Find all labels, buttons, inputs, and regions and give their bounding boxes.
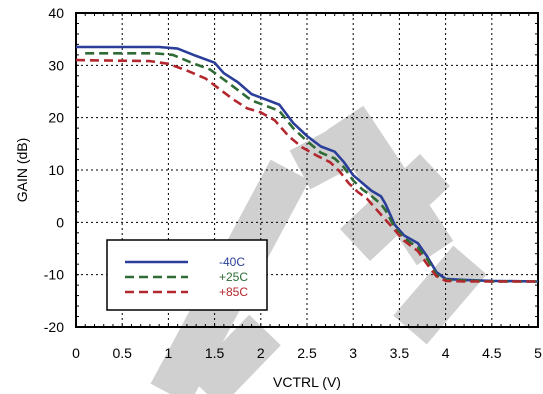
x-tick-label: 2.5	[297, 345, 317, 361]
x-axis-ticks: 0 0.5 1 1.5 2 2.5 3 3.5 4 4.5 5	[72, 345, 542, 361]
x-tick-label: 1	[165, 345, 173, 361]
y-axis-ticks: 40 30 20 10 0 -10 -20	[44, 5, 64, 335]
series-lines	[75, 45, 539, 283]
y-tick-label: -20	[44, 319, 64, 335]
y-tick-label: 40	[48, 5, 64, 21]
x-tick-label: 0.5	[112, 345, 132, 361]
legend-label: +85C	[219, 285, 248, 299]
series-line	[85, 52, 538, 283]
plot-area-frame	[75, 12, 539, 328]
y-tick-label: 10	[48, 162, 64, 178]
y-tick-label: -10	[44, 267, 64, 283]
x-tick-label: 4.5	[482, 345, 502, 361]
y-tick-label: 20	[48, 110, 64, 126]
x-tick-label: 2	[257, 345, 265, 361]
watermark-stroke	[393, 245, 487, 345]
watermark-stroke	[339, 153, 451, 262]
x-tick-label: 3.5	[390, 345, 410, 361]
x-tick-label: 1.5	[205, 345, 225, 361]
x-tick-label: 3	[349, 345, 357, 361]
x-tick-label: 0	[72, 345, 80, 361]
y-axis-title: GAIN (dB)	[14, 138, 30, 203]
x-axis-title: VCTRL (V)	[273, 374, 341, 390]
series-line	[75, 58, 538, 283]
legend-label: -40C	[219, 255, 245, 269]
grid	[75, 12, 539, 328]
legend: -40C+25C+85C	[106, 239, 268, 311]
watermark-stroke	[189, 314, 281, 394]
y-tick-label: 30	[48, 57, 64, 73]
legend-label: +25C	[219, 270, 248, 284]
legend-box	[106, 239, 268, 311]
y-tick-label: 0	[56, 214, 64, 230]
x-tick-label: 5	[534, 345, 542, 361]
x-tick-label: 4	[442, 345, 450, 361]
series-line	[76, 45, 539, 283]
